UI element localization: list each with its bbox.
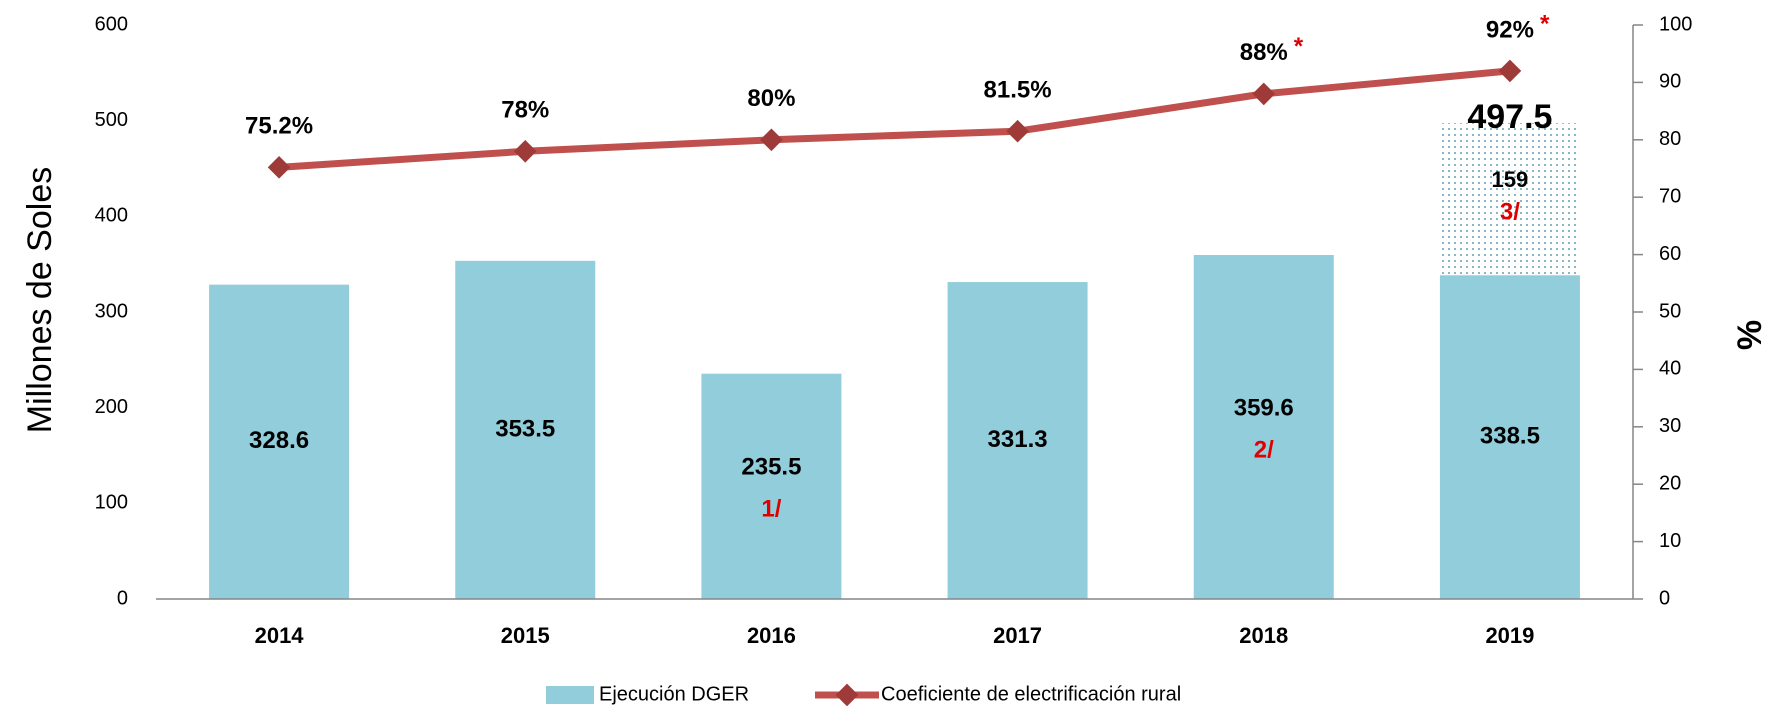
y2-axis-label: % bbox=[1731, 320, 1769, 350]
y2-tick-label: 20 bbox=[1659, 472, 1681, 494]
x-tick-label: 2017 bbox=[993, 623, 1042, 648]
y2-tick-label: 40 bbox=[1659, 358, 1681, 380]
bar-label: 338.5 bbox=[1480, 422, 1540, 449]
line-marker bbox=[513, 139, 537, 163]
x-tick-label: 2018 bbox=[1239, 623, 1288, 648]
line-label: 80% bbox=[747, 85, 795, 112]
y2-tick-label: 10 bbox=[1659, 530, 1681, 552]
y2-tick-label: 30 bbox=[1659, 415, 1681, 437]
y-tick-label: 400 bbox=[95, 205, 128, 227]
line-label: 78% bbox=[501, 97, 549, 124]
stack-bar bbox=[1439, 123, 1580, 276]
line-marker bbox=[267, 156, 291, 179]
y2-tick-label: 0 bbox=[1659, 587, 1670, 609]
y2-tick-label: 80 bbox=[1659, 128, 1681, 150]
line-marker bbox=[1498, 59, 1522, 83]
bar-label: 359.6 bbox=[1234, 394, 1294, 421]
bar bbox=[947, 282, 1088, 599]
legend-label: Coeficiente de electrificación rural bbox=[881, 683, 1181, 705]
y2-tick-label: 70 bbox=[1659, 185, 1681, 207]
y2-tick-label: 90 bbox=[1659, 71, 1681, 93]
legend-swatch bbox=[546, 686, 594, 704]
x-tick-label: 2015 bbox=[501, 623, 550, 648]
line-marker bbox=[1006, 119, 1029, 143]
y-tick-label: 0 bbox=[117, 587, 128, 609]
y-tick-label: 600 bbox=[95, 13, 128, 35]
y-tick-label: 500 bbox=[95, 109, 128, 131]
line-marker bbox=[1252, 82, 1276, 106]
total-label: 497.5 bbox=[1467, 98, 1552, 136]
line-marker bbox=[760, 128, 783, 152]
y-axis-label: Millones de Soles bbox=[21, 167, 59, 433]
y-tick-label: 200 bbox=[95, 396, 128, 418]
line-label: 81.5% bbox=[984, 77, 1052, 104]
y2-tick-label: 60 bbox=[1659, 243, 1681, 265]
bar-label: 235.5 bbox=[741, 454, 801, 481]
x-tick-label: 2014 bbox=[255, 623, 305, 648]
bar bbox=[209, 284, 350, 599]
bar-note: 2/ bbox=[1254, 436, 1274, 463]
x-tick-label: 2016 bbox=[747, 623, 796, 648]
line bbox=[278, 67, 1511, 171]
line-label: 88% bbox=[1240, 39, 1288, 66]
stack-note: 3/ bbox=[1500, 198, 1520, 225]
y-tick-label: 300 bbox=[95, 300, 128, 322]
line-label: 75.2% bbox=[245, 113, 313, 140]
bar bbox=[701, 373, 842, 599]
bar bbox=[1439, 275, 1580, 599]
legend-label: Ejecución DGER bbox=[599, 683, 749, 705]
bar-label: 331.3 bbox=[988, 426, 1048, 453]
x-tick-label: 2019 bbox=[1485, 623, 1534, 648]
legend-swatch bbox=[835, 683, 859, 706]
bar-note: 1/ bbox=[761, 496, 781, 523]
y2-tick-label: 50 bbox=[1659, 300, 1681, 322]
line-label: 92% bbox=[1486, 16, 1534, 43]
bar-label: 353.5 bbox=[495, 415, 555, 442]
line-note: * bbox=[1294, 33, 1304, 60]
bar bbox=[1193, 254, 1334, 599]
bar-label: 328.6 bbox=[249, 427, 309, 454]
y2-tick-label: 100 bbox=[1659, 13, 1692, 35]
y-tick-label: 100 bbox=[95, 492, 128, 514]
stack-label: 159 bbox=[1492, 167, 1529, 192]
bar bbox=[455, 260, 596, 599]
line-note: * bbox=[1540, 10, 1550, 37]
